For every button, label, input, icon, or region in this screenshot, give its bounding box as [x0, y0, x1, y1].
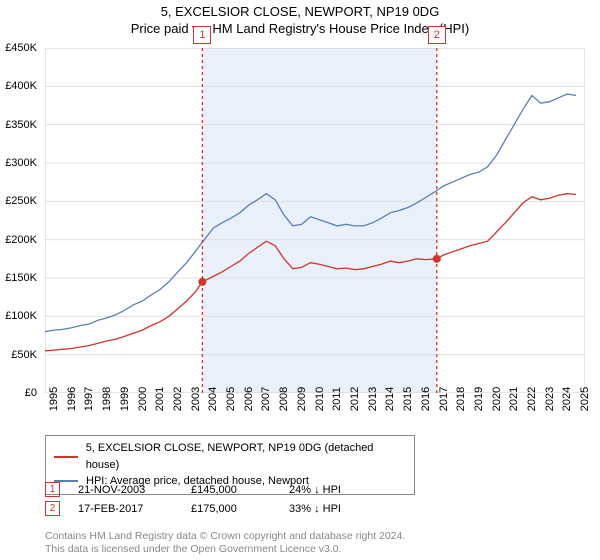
chart-svg [45, 48, 585, 393]
sales-date: 21-NOV-2003 [78, 484, 173, 496]
x-tick-label: 2000 [137, 387, 149, 411]
x-tick-label: 2007 [260, 387, 272, 411]
y-tick-label: £250K [5, 195, 37, 207]
x-tick-label: 2021 [508, 387, 520, 411]
x-tick-label: 1998 [101, 387, 113, 411]
x-tick-label: 2016 [420, 387, 432, 411]
x-tick-label: 2015 [402, 387, 414, 411]
y-tick-label: £300K [5, 157, 37, 169]
sales-marker: 2 [45, 501, 60, 516]
x-tick-label: 2014 [384, 387, 396, 411]
chart-container: 5, EXCELSIOR CLOSE, NEWPORT, NP19 0DG Pr… [0, 0, 600, 560]
x-tick-label: 1999 [119, 387, 131, 411]
sales-row: 1 21-NOV-2003 £145,000 24% ↓ HPI [45, 482, 369, 497]
y-tick-label: £100K [5, 310, 37, 322]
x-tick-label: 2003 [190, 387, 202, 411]
sales-row: 2 17-FEB-2017 £175,000 33% ↓ HPI [45, 501, 369, 516]
sales-hpi: 33% ↓ HPI [289, 503, 369, 515]
y-tick-label: £350K [5, 119, 37, 131]
x-tick-label: 1996 [66, 387, 78, 411]
y-tick-label: £450K [5, 42, 37, 54]
footer-line1: Contains HM Land Registry data © Crown c… [45, 530, 405, 543]
x-tick-label: 2023 [544, 387, 556, 411]
x-tick-label: 2024 [561, 387, 573, 411]
sales-marker: 1 [45, 482, 60, 497]
y-tick-label: £50K [11, 349, 37, 361]
sales-hpi: 24% ↓ HPI [289, 484, 369, 496]
x-tick-label: 2006 [243, 387, 255, 411]
sales-date: 17-FEB-2017 [78, 503, 173, 515]
y-tick-label: £400K [5, 80, 37, 92]
x-tick-label: 2010 [314, 387, 326, 411]
x-tick-label: 2004 [207, 387, 219, 411]
y-tick-label: £200K [5, 234, 37, 246]
x-tick-label: 2001 [154, 387, 166, 411]
y-tick-label: £150K [5, 272, 37, 284]
legend-row-property: 5, EXCELSIOR CLOSE, NEWPORT, NP19 0DG (d… [54, 440, 406, 473]
chart-title: 5, EXCELSIOR CLOSE, NEWPORT, NP19 0DG [0, 0, 600, 19]
x-tick-label: 2022 [526, 387, 538, 411]
x-tick-label: 2013 [367, 387, 379, 411]
x-tick-label: 2017 [438, 387, 450, 411]
x-tick-label: 2011 [331, 387, 343, 411]
footer-text: Contains HM Land Registry data © Crown c… [45, 530, 405, 556]
marker-box: 2 [428, 26, 446, 44]
y-tick-label: £0 [25, 387, 37, 399]
legend-swatch-property [54, 456, 78, 458]
chart-subtitle: Price paid vs. HM Land Registry's House … [0, 19, 600, 36]
x-tick-label: 1995 [48, 387, 60, 411]
x-tick-label: 2002 [172, 387, 184, 411]
footer-line2: This data is licensed under the Open Gov… [45, 543, 405, 556]
x-tick-label: 2005 [225, 387, 237, 411]
sales-price: £145,000 [191, 484, 271, 496]
sales-table: 1 21-NOV-2003 £145,000 24% ↓ HPI 2 17-FEB-201… [45, 482, 369, 520]
x-tick-label: 2018 [455, 387, 467, 411]
marker-box: 1 [193, 26, 211, 44]
sales-price: £175,000 [191, 503, 271, 515]
x-tick-label: 2020 [491, 387, 503, 411]
x-tick-label: 2012 [349, 387, 361, 411]
x-tick-label: 2019 [473, 387, 485, 411]
chart-plot-area: £0£50K£100K£150K£200K£250K£300K£350K£400… [45, 48, 585, 393]
x-tick-label: 1997 [83, 387, 95, 411]
x-tick-label: 2009 [296, 387, 308, 411]
x-tick-label: 2025 [579, 387, 591, 411]
legend-label-property: 5, EXCELSIOR CLOSE, NEWPORT, NP19 0DG (d… [86, 440, 406, 473]
x-tick-label: 2008 [278, 387, 290, 411]
